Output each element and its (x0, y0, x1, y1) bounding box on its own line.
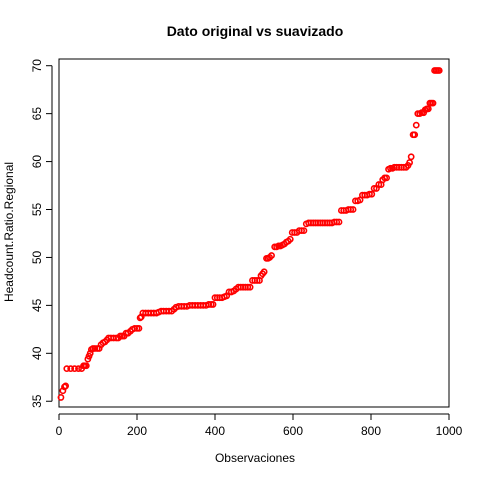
data-point (370, 185, 378, 192)
y-tick-label: 70 (30, 59, 44, 73)
x-tick-label: 200 (127, 424, 147, 438)
data-point (86, 349, 94, 357)
data-point (131, 324, 139, 332)
data-point (57, 394, 65, 401)
y-tick-label: 45 (30, 298, 44, 312)
data-point (75, 365, 82, 373)
data-point (333, 218, 341, 226)
data-point (335, 218, 343, 226)
data-point (135, 324, 143, 332)
data-point (286, 235, 294, 243)
data-point (82, 362, 90, 370)
chart-title: Dato original vs suavizado (167, 23, 344, 39)
y-tick-label: 50 (30, 250, 44, 264)
data-point (300, 227, 308, 235)
data-point (244, 283, 252, 291)
data-point (429, 99, 437, 107)
y-tick-label: 65 (30, 107, 44, 121)
y-tick-label: 60 (30, 155, 44, 169)
data-point (205, 301, 213, 308)
y-tick-label: 35 (30, 394, 44, 408)
y-axis: 35 40 45 50 55 60 65 70 (30, 59, 53, 408)
data-point (375, 181, 383, 188)
plot-frame (58, 58, 450, 408)
data-point (383, 174, 390, 182)
data-point (424, 105, 432, 113)
data-point (260, 268, 268, 276)
data-point (435, 67, 443, 74)
x-axis-label: Observaciones (215, 451, 295, 465)
data-point (71, 365, 78, 373)
data-point (347, 206, 355, 213)
data-point (366, 190, 373, 198)
x-tick-label: 800 (361, 424, 381, 438)
data-point (253, 277, 261, 284)
data-points (57, 67, 443, 401)
data-point (411, 131, 419, 139)
x-tick-label: 1000 (436, 424, 463, 438)
data-point (406, 159, 414, 166)
data-point (67, 365, 75, 373)
data-point (91, 345, 99, 352)
data-point (209, 301, 217, 308)
x-tick-label: 400 (205, 424, 225, 438)
data-point (268, 252, 275, 259)
data-point (63, 365, 71, 373)
x-tick-label: 0 (56, 424, 63, 438)
x-axis: 0 200 400 600 800 1000 (56, 413, 463, 438)
x-tick-label: 600 (283, 424, 303, 438)
data-point (412, 121, 420, 129)
y-tick-label: 40 (30, 346, 44, 360)
data-point (368, 190, 376, 198)
data-point (298, 227, 305, 235)
y-axis-label: Headcount.Ratio.Regional (2, 162, 16, 302)
data-point (62, 382, 70, 390)
data-point (246, 283, 254, 291)
y-tick-label: 55 (30, 203, 44, 217)
data-point (407, 153, 415, 161)
data-point (349, 206, 357, 213)
